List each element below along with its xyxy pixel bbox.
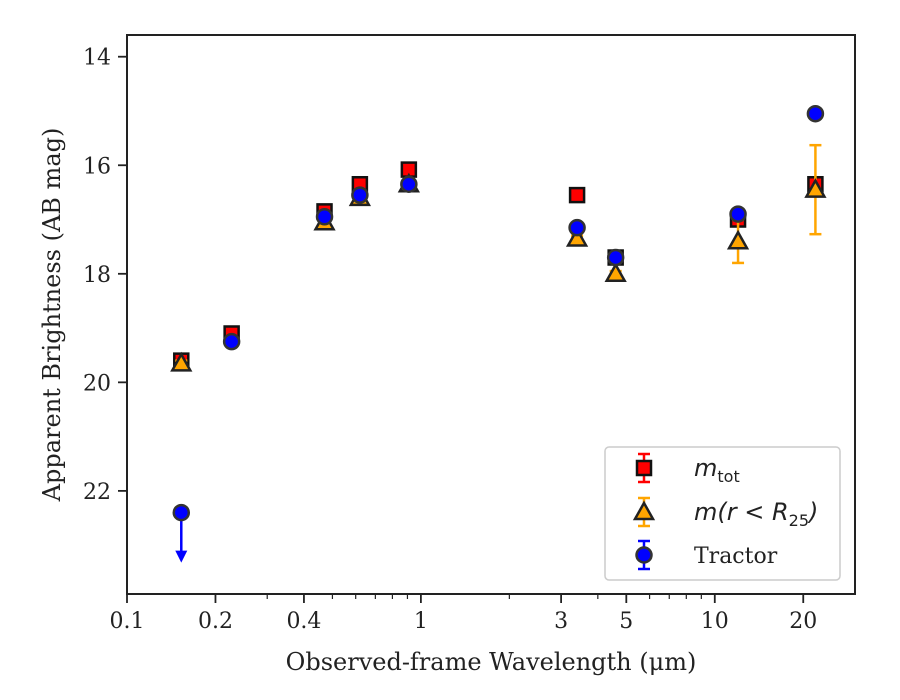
tractor-marker bbox=[568, 218, 586, 237]
plot-frame bbox=[126, 34, 856, 595]
x-tick-label: 10 bbox=[701, 609, 729, 634]
mr25-marker bbox=[804, 178, 827, 198]
legend-label: m(r < R25) bbox=[694, 498, 818, 530]
data-marks bbox=[170, 104, 827, 563]
legend-mr25-marker bbox=[632, 500, 656, 521]
legend-entry: mtot bbox=[635, 452, 740, 486]
legend-label: mtot bbox=[694, 454, 740, 486]
tractor-marker bbox=[806, 104, 825, 123]
y-tick-label: 18 bbox=[83, 263, 111, 288]
series-0 bbox=[173, 161, 824, 369]
tractor-marker bbox=[222, 332, 241, 351]
x-axis-label: Observed-frame Wavelength (μm) bbox=[286, 648, 697, 676]
y-tick-label: 22 bbox=[83, 480, 111, 505]
legend-entry: Tractor bbox=[635, 539, 778, 571]
series-2 bbox=[172, 104, 825, 563]
tractor-marker bbox=[400, 175, 418, 193]
legend-label: Tractor bbox=[694, 544, 778, 569]
mr25-marker bbox=[604, 262, 627, 283]
tractor-marker bbox=[729, 205, 747, 223]
x-tick-label: 20 bbox=[789, 609, 817, 634]
y-tick-label: 14 bbox=[83, 46, 111, 71]
x-tick-label: 1 bbox=[414, 609, 428, 634]
x-tick-label: 0.1 bbox=[110, 609, 145, 634]
legend-tractor-marker bbox=[635, 546, 653, 564]
tractor-marker bbox=[351, 186, 369, 204]
mr25-marker bbox=[565, 226, 589, 247]
legend-mtot-marker bbox=[635, 459, 653, 477]
tractor-marker bbox=[606, 248, 625, 267]
mr25-marker bbox=[726, 229, 750, 250]
legend-entry: m(r < R25) bbox=[632, 496, 818, 530]
ticks: 0.1 0.2 0.4 1 3 5 10 20 14 16 18 20 22 bbox=[83, 46, 817, 634]
legend: mtot m(r < R25) Tractor bbox=[604, 446, 841, 581]
y-tick-label: 16 bbox=[83, 154, 111, 179]
x-tick-label: 0.4 bbox=[286, 609, 321, 634]
x-tick-label: 3 bbox=[554, 609, 568, 634]
upper-limit-arrowhead bbox=[175, 550, 188, 563]
series-1 bbox=[170, 143, 827, 372]
tractor-marker bbox=[315, 208, 334, 226]
x-tick-label: 5 bbox=[619, 609, 633, 634]
mr25-marker bbox=[170, 351, 193, 372]
y-tick-label: 20 bbox=[83, 371, 111, 396]
tractor-marker bbox=[172, 503, 191, 522]
y-axis-label: Apparent Brightness (AB mag) bbox=[38, 128, 66, 503]
mtot-marker bbox=[568, 186, 586, 204]
legend-box bbox=[604, 446, 841, 581]
x-tick-label: 0.2 bbox=[198, 609, 233, 634]
